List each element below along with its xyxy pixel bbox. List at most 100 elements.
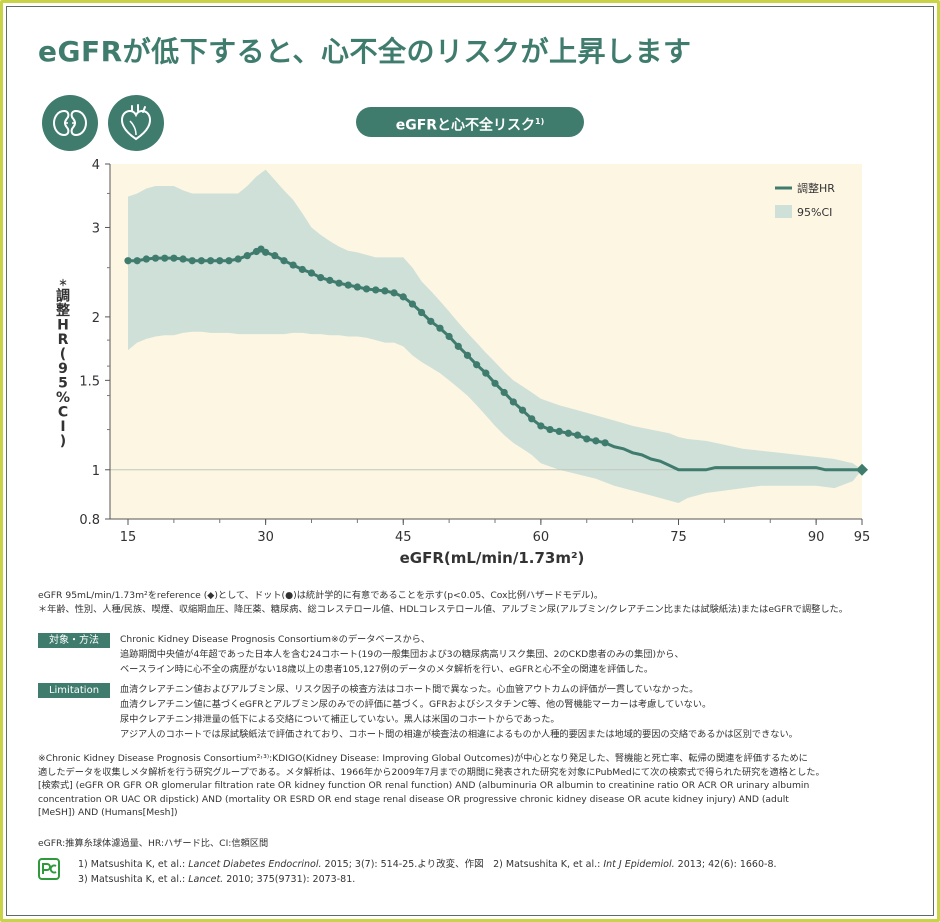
methods-line: 追跡期間中央値が4年超であった日本人を含む24コホート(19の一般集団および3の… [120,649,684,660]
ci-band [128,169,862,504]
hr-dots [124,245,609,447]
hr-dot [573,431,582,439]
ref-text: 3) Matsushita K, et al.: [78,874,189,885]
hr-dot [362,285,371,293]
hr-dot [399,293,407,301]
consortium-line: 適したデータを収集しメタ解析を行う研究グループである。メタ解析は、1966年から… [38,766,825,778]
x-tick-label: 90 [808,530,825,545]
pc-logo-icon [38,858,60,880]
legend-hr-label: 調整HR [797,181,835,195]
hr-dot [427,317,435,325]
hr-dot [482,369,490,377]
y-axis-label-char: 整 [55,302,71,319]
y-axis-label-char: % [56,390,70,406]
abbreviations: eGFR:推算糸球体濾過量、HR:ハザード比、CI:信頼区間 [38,838,269,849]
legend-ci-label: 95%CI [797,206,832,219]
note-line-1: eGFR 95mL/min/1.73m²をreference (◆)として、ドッ… [38,590,604,601]
consortium-line: concentration OR UAC OR dipstick) AND (m… [38,793,789,805]
hr-dot [555,427,563,436]
hr-dot [509,398,517,406]
page-inner-border [6,6,934,916]
hr-dot [537,422,545,430]
ref-text: 1) Matsushita K, et al.: [78,859,189,870]
chart-header-text: eGFRと心不全リスク [395,117,536,134]
hr-dot [418,308,426,317]
hr-dot [546,425,554,434]
hr-dot [583,435,591,443]
y-tick-label: 1 [92,464,100,479]
y-axis-label-char: C [58,405,68,421]
y-axis-label-char: H [57,318,69,334]
x-tick-label: 95 [854,530,871,545]
y-tick-label: 4 [92,158,100,173]
ref-journal: Lancet Diabetes Endocrinol. [188,859,322,870]
hr-dot [445,332,453,341]
y-tick-label: 3 [92,221,100,236]
chart-header-pill: eGFRと心不全リスク1) [356,107,584,137]
hr-dot [372,286,380,294]
hr-dot [307,269,316,277]
legend-ci-swatch [775,205,792,218]
hr-dot [161,254,169,262]
y-axis-label-char: ＊ [58,278,67,289]
hr-dot [454,342,462,350]
hr-dot [601,439,609,447]
y-axis-label-char: R [58,332,69,348]
hr-dot [280,257,288,265]
reference-line-2: 3) Matsushita K, et al.: Lancet. 2010; 3… [78,872,777,887]
hr-dot [317,273,325,282]
hr-dot [142,255,150,263]
y-tick-label: 2 [92,311,100,326]
hr-dot [463,351,472,359]
heart-icon [108,95,164,151]
hr-dot [234,255,242,263]
y-axis-label-char: ( [60,347,66,363]
hr-dot [500,388,508,397]
consortium-line: [検索式] (eGFR OR GFR OR glomerular filtrat… [38,780,810,792]
hr-dot [381,287,389,295]
ref-text: 2015; 3(7): 514-25.より改変、作図 2) Matsushita… [321,859,604,870]
methods-line: Chronic Kidney Disease Prognosis Consort… [120,634,431,645]
hr-dot [491,379,499,387]
x-tick-label: 60 [533,530,550,545]
methods-text: Chronic Kidney Disease Prognosis Consort… [120,632,684,677]
hr-dot [408,300,417,308]
consortium-note: ※Chronic Kidney Disease Prognosis Consor… [38,752,908,820]
limitation-label: Limitation [38,683,110,698]
reference-diamond [856,463,868,476]
hr-dot [289,261,297,269]
limitation-line: 血清クレアチニン値に基づくeGFRとアルブミン尿のみでの評価に基づく。GFRおよ… [120,699,712,710]
limitation-line: アジア人のコホートでは尿試験紙法で評価されており、コホート間の相違が検査法の相違… [120,729,798,740]
y-axis-label-char: I [60,419,65,435]
chart-header-ref: 1) [535,117,545,126]
hr-dot [528,415,536,423]
hr-dot [216,257,224,265]
note-line-2: ＊年齢、性別、人種/民族、喫煙、収縮期血圧、降圧薬、糖尿病、総コレステロール値、… [38,604,848,615]
x-tick-label: 45 [395,530,412,545]
consortium-line: ※Chronic Kidney Disease Prognosis Consor… [38,753,808,764]
page-title: eGFRが低下すると、心不全のリスクが上昇します [38,35,692,68]
methods-line: ベースライン時に心不全の病歴がない18歳以上の患者105,127例のデータのメタ… [120,664,654,675]
hr-dot [133,257,141,265]
y-axis-label: ＊調整 H R(9 5% C I) [55,278,71,450]
y-axis: 0.8 1 1.5 2 3 4 [79,158,111,528]
hr-dot [243,252,251,260]
hr-dot [390,289,398,297]
hr-dot [151,254,160,262]
consortium-line: [MeSH]) AND (Humans[Mesh]) [38,807,178,819]
hr-dot [188,257,196,265]
hr-dot [564,429,573,437]
hr-dot [197,257,205,265]
x-axis: 15 30 45 60 75 90 95 [110,518,871,545]
x-tick-label: 75 [670,530,687,545]
y-axis-label-char: ) [60,434,66,450]
ref-text: 2013; 42(6): 1660-8. [674,859,777,870]
hr-dot [262,248,270,256]
chart: 0.8 1 1.5 2 3 4 15 30 45 60 75 90 95 eGFR(mL/min/1.… [55,158,871,567]
kidney-icon [42,95,98,151]
x-axis-label: eGFR(mL/min/1.73m²) [400,549,585,567]
reference-line-1: 1) Matsushita K, et al.: Lancet Diabetes… [78,857,777,872]
hr-dot [592,437,600,445]
hr-dot [344,281,352,289]
hr-dot [298,265,306,274]
